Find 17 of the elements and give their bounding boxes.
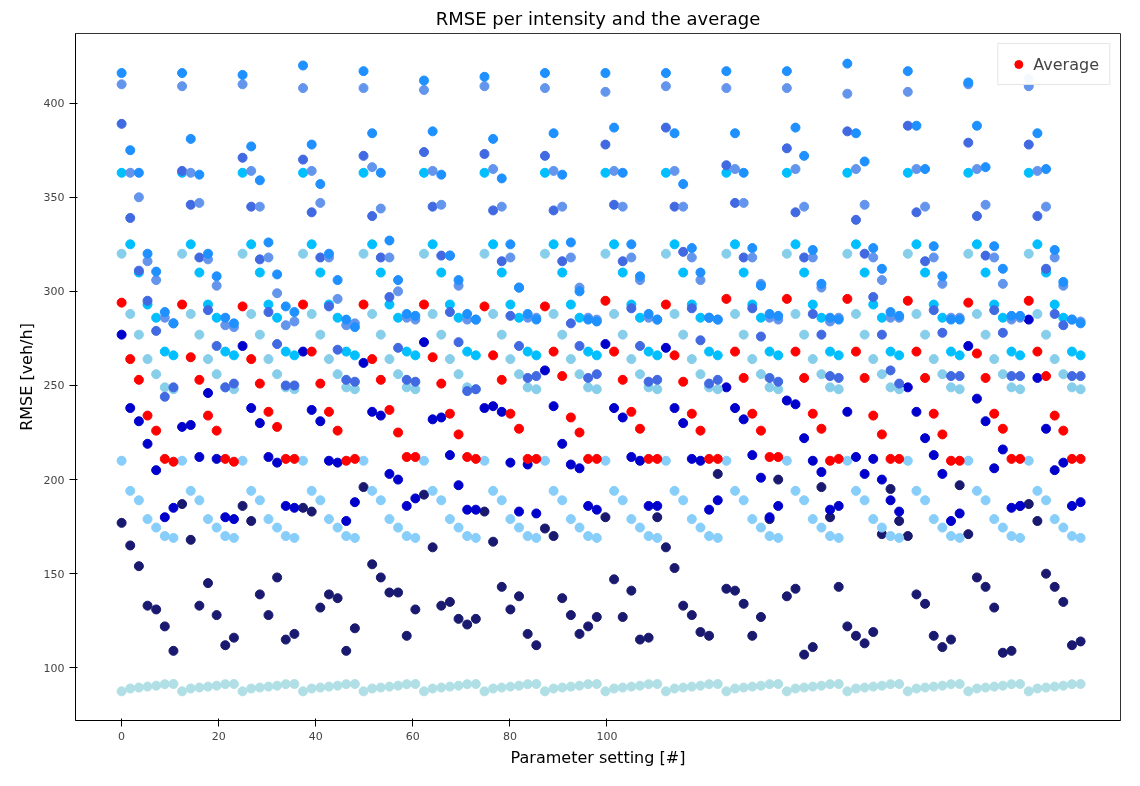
y-tick-label: 250 bbox=[43, 379, 65, 393]
y-axis-title: RMSE [veh/h] bbox=[16, 323, 36, 431]
legend-label: Average bbox=[1033, 54, 1099, 74]
x-tick-label: 20 bbox=[211, 729, 226, 743]
x-tick-label: 80 bbox=[502, 729, 517, 743]
y-tick-label: 200 bbox=[43, 473, 65, 487]
x-tick-label: 100 bbox=[596, 729, 618, 743]
x-tick-label: 0 bbox=[118, 729, 126, 743]
y-tick-label: 400 bbox=[43, 97, 65, 111]
y-tick-label: 350 bbox=[43, 191, 65, 205]
x-tick-label: 40 bbox=[308, 729, 323, 743]
x-tick-label: 60 bbox=[405, 729, 420, 743]
y-tick-label: 150 bbox=[43, 567, 65, 581]
y-tick-label: 300 bbox=[43, 285, 65, 299]
chart-title: RMSE per intensity and the average bbox=[435, 7, 761, 29]
x-axis-title: Parameter setting [#] bbox=[510, 747, 686, 767]
y-tick-label: 100 bbox=[43, 661, 65, 675]
